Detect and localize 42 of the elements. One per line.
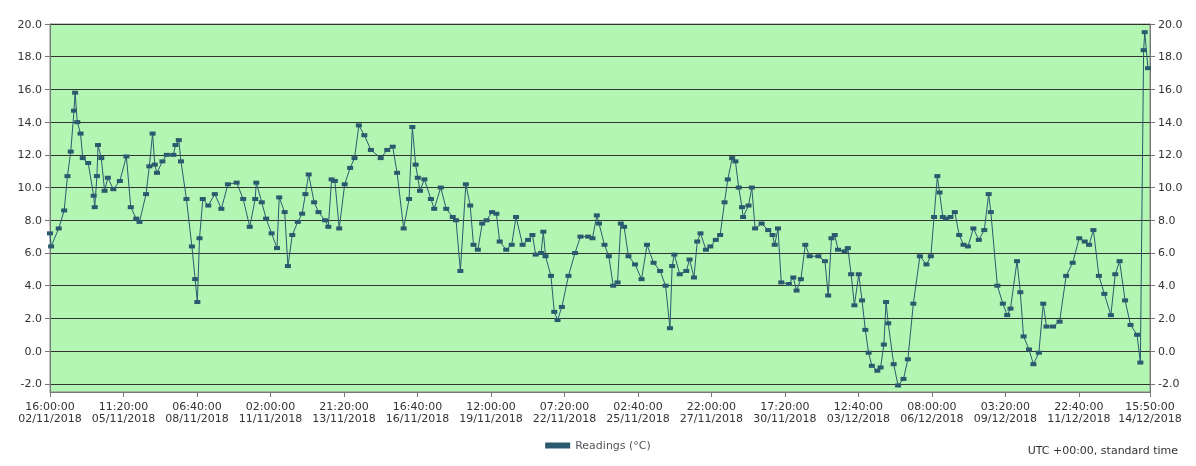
x-tick-label: 22:40:00 11/12/2018 (1047, 399, 1111, 425)
x-tick-label: 03:20:00 09/12/2018 (973, 399, 1038, 425)
y-tick-label: -2.0 (20, 377, 42, 391)
x-tick-label: 12:40:00 03/12/2018 (826, 399, 891, 425)
y2-tick-label: 16.0 (1158, 82, 1183, 96)
y-tick-label: 20.0 (17, 17, 42, 31)
x-tick-label: 21:20:00 13/11/2018 (312, 399, 376, 425)
y-tick-label: 16.0 (17, 82, 42, 96)
x-tick-label: 16:40:00 16/11/2018 (385, 399, 450, 425)
x-tick-label: 02:40:00 25/11/2018 (606, 399, 670, 425)
y-tick-label: 12.0 (17, 148, 42, 162)
y2-tick-label: 4.0 (1158, 279, 1176, 293)
y-tick-label: 0.0 (24, 344, 42, 358)
y2-tick-label: 12.0 (1158, 148, 1183, 162)
x-tick-label: 17:20:00 30/11/2018 (753, 399, 817, 425)
x-tick-label: 02:00:00 11/11/2018 (238, 399, 303, 425)
x-tick-label: 16:00:00 02/11/2018 (18, 399, 82, 425)
x-tick-label: 12:00:00 19/11/2018 (459, 399, 523, 425)
y2-tick-label: 14.0 (1158, 115, 1183, 129)
y-tick-label: 2.0 (24, 311, 42, 325)
y2-tick-label: -2.0 (1158, 377, 1180, 391)
y-tick-label: 8.0 (24, 213, 42, 227)
y-tick-label: 6.0 (24, 246, 42, 260)
y-tick-label: 14.0 (17, 115, 42, 129)
text: UTC +00:00, standard time (1027, 444, 1179, 457)
x-tick-label: 07:20:00 22/11/2018 (532, 399, 597, 425)
y2-tick-label: 2.0 (1158, 311, 1176, 325)
y-tick-label: 4.0 (24, 279, 42, 293)
y2-tick-label: 10.0 (1158, 181, 1183, 195)
x-tick-label: 08:00:00 06/12/2018 (900, 399, 964, 425)
y2-tick-label: 0.0 (1158, 344, 1176, 358)
y2-tick-label: 8.0 (1158, 213, 1176, 227)
x-tick-label: 06:40:00 08/11/2018 (165, 399, 229, 425)
x-tick-label: 11:20:00 05/11/2018 (91, 399, 156, 425)
y-tick-label: 18.0 (17, 50, 42, 64)
y-tick-label: 10.0 (17, 181, 42, 195)
y2-tick-label: 20.0 (1158, 17, 1183, 31)
y2-tick-label: 18.0 (1158, 50, 1183, 64)
x-tick-label: 15:50:00 14/12/2018 (1118, 399, 1182, 425)
legend-label: Readings (°C) (575, 439, 651, 452)
y2-tick-label: 6.0 (1158, 246, 1176, 260)
x-tick-label: 22:00:00 27/11/2018 (679, 399, 744, 425)
